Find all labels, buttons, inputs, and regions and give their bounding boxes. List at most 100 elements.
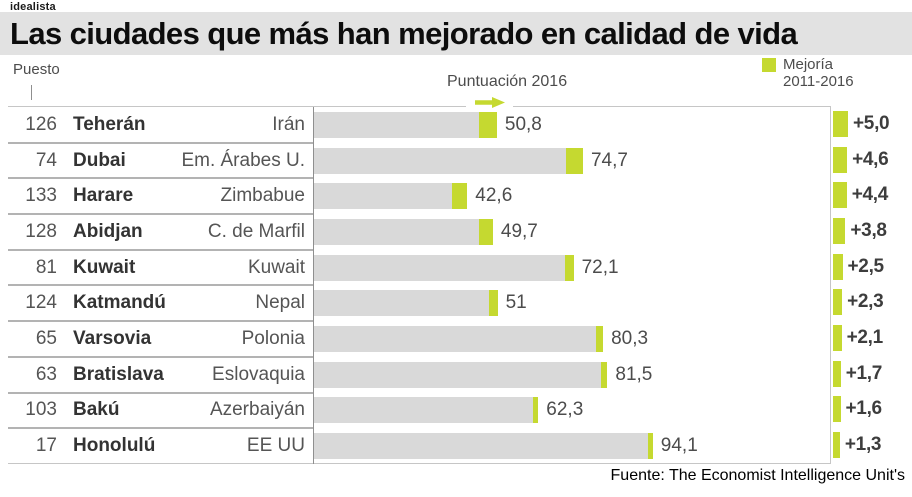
improvement-value: +2,1 — [846, 326, 884, 348]
score-value: 42,6 — [475, 185, 513, 207]
rank-value: 103 — [25, 399, 57, 421]
score-bar-improvement-tip — [479, 218, 493, 245]
chart-plot-area: 126 Teherán Irán 50,8 74 Dubai Em. Árabe… — [8, 106, 831, 464]
improvement-row: +1,3 — [833, 427, 912, 463]
legend-swatch-icon — [762, 58, 776, 72]
score-bar-improvement-tip — [648, 433, 653, 460]
row-labels: 17 Honolulú EE UU — [8, 427, 313, 464]
score-value: 72,1 — [581, 256, 619, 278]
rank-value: 17 — [35, 435, 57, 457]
city-name: Abidjan — [73, 220, 143, 242]
score-bar-improvement-tip — [532, 397, 539, 424]
improvement-rows: +5,0 +4,6 +4,4 +3,8 +2,5 +2,3 +2,1 +1,7 … — [833, 106, 912, 463]
score-bar-zone: 72,1 — [313, 249, 830, 286]
country-name: Zimbabue — [220, 185, 306, 207]
score-bar-zone: 80,3 — [313, 321, 830, 357]
score-bar-base — [314, 290, 490, 317]
score-bar-improvement-tip — [595, 325, 604, 352]
rank-value: 128 — [25, 220, 57, 242]
improvement-row: +4,6 — [833, 142, 912, 178]
improvement-row: +3,8 — [833, 213, 912, 249]
row-labels: 81 Kuwait Kuwait — [8, 248, 313, 286]
legend-label: Mejoría 2011-2016 — [783, 56, 854, 90]
improvement-value: +1,6 — [845, 398, 883, 420]
score-bar-improvement-tip — [451, 183, 468, 210]
table-row: 63 Bratislava Eslovaquia 81,5 — [8, 355, 830, 393]
country-name: Eslovaquia — [212, 363, 305, 385]
score-bar-zone: 81,5 — [313, 356, 830, 393]
score-bar-base — [314, 218, 480, 245]
improvement-row: +2,3 — [833, 284, 912, 320]
improvement-value: +2,3 — [847, 291, 884, 313]
table-row: 103 Bakú Azerbaiyán 62,3 — [8, 391, 830, 429]
improvement-value: +3,8 — [850, 219, 887, 241]
country-name: Azerbaiyán — [209, 399, 305, 421]
score-bar-improvement-tip — [601, 361, 608, 388]
improvement-row: +5,0 — [833, 106, 912, 142]
city-name: Kuwait — [73, 256, 136, 278]
row-labels: 65 Varsovia Polonia — [8, 320, 313, 357]
score-bar-base — [314, 254, 565, 281]
score-bar-zone: 74,7 — [313, 142, 830, 179]
score-bar-base — [314, 361, 602, 388]
row-labels: 126 Teherán Irán — [8, 107, 313, 143]
row-labels: 74 Dubai Em. Árabes U. — [8, 141, 313, 179]
score-value: 94,1 — [660, 435, 698, 457]
score-value: 51 — [505, 292, 527, 314]
improvement-column: +5,0 +4,6 +4,4 +3,8 +2,5 +2,3 +2,1 +1,7 … — [833, 106, 912, 464]
rank-column-label: Puesto — [13, 61, 60, 78]
table-row: 74 Dubai Em. Árabes U. 74,7 — [8, 141, 830, 179]
country-name: Polonia — [241, 327, 305, 349]
row-labels: 128 Abidjan C. de Marfil — [8, 213, 313, 250]
country-name: Em. Árabes U. — [181, 149, 305, 171]
rank-value: 126 — [25, 113, 57, 135]
score-bar-zone: 62,3 — [313, 392, 830, 429]
improvement-value: +4,6 — [852, 148, 889, 170]
score-bar-zone: 50,8 — [313, 107, 830, 143]
improvement-marker — [833, 324, 842, 351]
rank-value: 133 — [25, 185, 57, 207]
score-bar-zone: 49,7 — [313, 214, 830, 250]
improvement-marker — [833, 146, 848, 173]
improvement-value: +5,0 — [853, 112, 890, 134]
table-row: 128 Abidjan C. de Marfil 49,7 — [8, 213, 830, 250]
source-credit: Fuente: The Economist Intelligence Unit'… — [610, 467, 905, 484]
country-name: Irán — [272, 113, 305, 135]
improvement-value: +2,5 — [847, 255, 885, 277]
page-title: Las ciudades que más han mejorado en cal… — [10, 16, 798, 51]
rank-tick-mark — [31, 85, 32, 100]
improvement-row: +2,5 — [833, 249, 912, 285]
improvement-marker — [833, 182, 847, 209]
city-name: Bakú — [73, 399, 120, 421]
improvement-row: +1,6 — [833, 392, 912, 428]
score-value: 74,7 — [590, 149, 628, 171]
score-bar-base — [314, 397, 533, 424]
improvement-value: +4,4 — [851, 184, 889, 206]
improvement-marker — [833, 110, 848, 137]
score-value: 50,8 — [504, 113, 542, 135]
city-name: Teherán — [73, 113, 146, 135]
row-labels: 103 Bakú Azerbaiyán — [8, 391, 313, 429]
table-row: 65 Varsovia Polonia 80,3 — [8, 320, 830, 357]
right-arrow-icon — [475, 97, 505, 108]
score-value: 81,5 — [615, 363, 653, 385]
rank-value: 124 — [25, 292, 57, 314]
arrow-gap — [466, 105, 513, 108]
improvement-row: +2,1 — [833, 320, 912, 356]
table-rows: 126 Teherán Irán 50,8 74 Dubai Em. Árabe… — [8, 107, 830, 464]
table-row: 133 Harare Zimbabue 42,6 — [8, 177, 830, 215]
score-bar-zone: 94,1 — [313, 428, 830, 464]
improvement-marker — [833, 217, 846, 244]
country-name: EE UU — [246, 435, 305, 457]
score-value: 80,3 — [611, 327, 649, 349]
rank-value: 63 — [35, 363, 57, 385]
improvement-value: +1,3 — [844, 434, 882, 456]
improvement-value: +1,7 — [845, 362, 883, 384]
title-band: Las ciudades que más han mejorado en cal… — [0, 12, 912, 55]
table-row: 124 Katmandú Nepal 51 — [8, 284, 830, 322]
improvement-marker — [833, 396, 841, 423]
improvement-marker — [833, 360, 841, 387]
city-name: Harare — [73, 185, 134, 207]
country-name: Nepal — [255, 292, 305, 314]
